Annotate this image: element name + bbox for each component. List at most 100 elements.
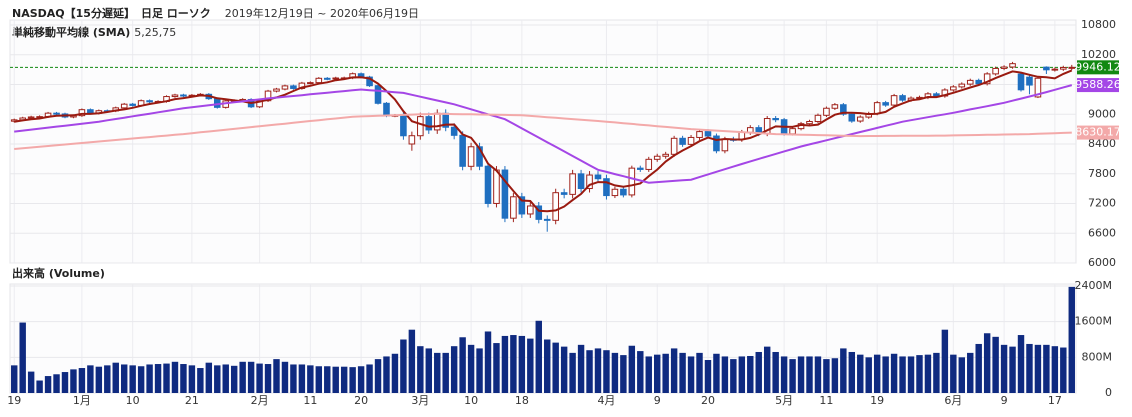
period: 2019年12月19日 ~ 2020年06月19日 [225,6,419,20]
candle-body [383,102,390,117]
last-value-label: 9946.12 [1075,60,1121,73]
candle-body [933,93,940,97]
candle-body [628,167,636,196]
volume-bar [983,333,991,393]
volume-bar [730,359,737,393]
volume-bar [1009,346,1016,393]
candle-body [315,77,323,84]
last-value-tag [1077,125,1119,140]
volume-bar [70,369,77,393]
x-tick-label: 10 [464,394,478,407]
volume-bar [417,346,424,393]
candle-body [704,131,712,137]
volume-bar [112,362,119,393]
candle-body [425,116,433,131]
subtitle: 単純移動平均線 (SMA) [12,25,130,39]
volume-bar [493,343,500,393]
last-value-tag [1077,78,1119,93]
volume-bar [180,364,187,393]
volume-bar [307,365,314,393]
volume-bar [637,351,644,393]
volume-bar [594,348,602,393]
x-tick-label: 21 [185,394,199,407]
volume-bar [222,364,229,393]
x-tick-label: 10 [126,394,140,407]
candle-body [975,79,982,85]
volume-bar [696,352,703,393]
candle-body [840,104,847,115]
candle-body [645,158,653,170]
volume-bar [1026,343,1033,393]
sma-line [14,112,1072,150]
volume-bar [120,364,128,393]
volume-bar [36,380,43,393]
volume-bar [560,346,568,393]
volume-bar [645,356,652,393]
volume-bar [315,366,323,393]
x-tick-label: 11 [819,394,833,407]
volume-bar [577,344,585,393]
x-tick-label: 20 [354,394,368,407]
volume-bar [721,356,729,393]
candle-body [501,169,509,219]
candle-body [433,112,441,131]
candle-body [510,196,517,219]
candle-body [670,137,678,155]
volume-bar [916,355,923,393]
volume-bar [586,350,593,393]
volume-bar [366,364,373,393]
candle-body [958,83,966,88]
last-value-tag [1077,60,1119,75]
x-tick-label: 9 [654,394,661,407]
x-tick-label: 3月 [411,394,429,407]
x-tick-label: 1月 [73,394,91,407]
candle-body [848,113,856,122]
volume-bar [129,365,136,393]
volume-bar [535,320,542,393]
candle-body [966,79,974,85]
volume-bar [882,356,889,393]
volume-bar [408,329,416,393]
y-tick-label: 10200 [1081,48,1116,61]
x-tick-label: 9 [1001,394,1008,407]
volume-bar [1068,286,1075,393]
volume-bar [197,368,204,393]
volume-bar [61,372,69,393]
volume-bar [924,354,932,393]
candle-body [78,109,86,117]
volume-bar [569,352,576,393]
candle-body [171,94,179,98]
candle-body [1017,73,1025,91]
volume-bar [713,353,720,393]
candle-body [1000,66,1008,69]
price-panel [9,19,1077,264]
volume-bar [1060,347,1067,393]
candle-body [527,205,534,215]
volume-bar [425,348,433,393]
volume-bar [1034,344,1042,393]
candle-body [518,196,526,215]
volume-bar [899,356,906,393]
x-tick-label: 19 [7,394,21,407]
y-tick-label: 6600 [1088,226,1116,239]
volume-bar [848,351,856,393]
candle-body [637,167,644,170]
volume-bar [205,362,213,393]
candle-body [400,114,407,137]
y-tick-label: 800M [1082,350,1113,363]
volume-bar [653,354,661,393]
volume-bar [518,335,526,393]
volume-bar [501,335,509,393]
candle-body [1068,66,1076,69]
volume-bar [349,367,356,393]
sma-periods: 5,25,75 [134,26,176,39]
volume-bar [146,364,153,393]
volume-bar [171,361,179,393]
volume-bar [670,348,678,393]
volume-bar [967,352,974,393]
volume-bar [383,356,390,393]
volume-bar [188,365,196,393]
candle-body [146,100,153,103]
volume-bar [27,371,35,393]
